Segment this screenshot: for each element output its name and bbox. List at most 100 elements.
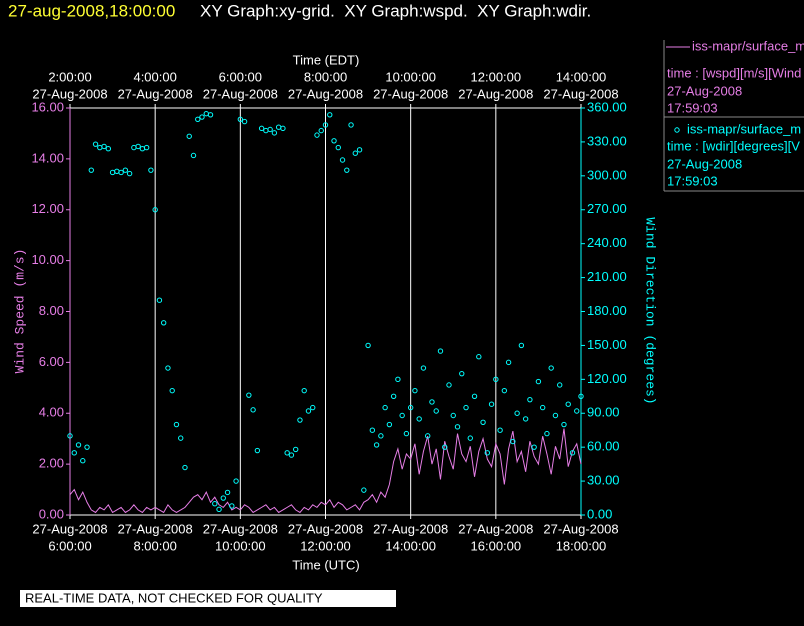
wind-direction-point — [348, 122, 354, 128]
wind-direction-point — [420, 365, 427, 371]
wind-direction-point — [361, 487, 367, 493]
wind-direction-point — [254, 447, 261, 454]
y2-tick-label: 300.00 — [587, 167, 627, 182]
y-tick-label: 8.00 — [39, 303, 64, 318]
y2-tick-label: 270.00 — [587, 201, 627, 216]
wind-direction-point — [241, 118, 248, 125]
y-tick-label: 14.00 — [31, 150, 64, 165]
wind-direction-point — [331, 138, 337, 144]
y2-tick-label: 90.00 — [587, 405, 620, 420]
wind-direction-point — [412, 387, 418, 394]
title-time: 27-aug-2008,18:00:00 — [8, 1, 175, 20]
x-axis-label: Time (UTC) — [292, 557, 359, 572]
wind-direction-point — [169, 387, 175, 394]
wind-direction-point — [182, 464, 188, 471]
y2-tick-label: 360.00 — [587, 99, 627, 114]
wind-direction-point — [322, 122, 329, 128]
wind-direction-point — [105, 146, 112, 152]
wind-direction-point — [501, 387, 508, 394]
wind-direction-point — [131, 144, 137, 151]
wind-direction-point — [88, 167, 94, 173]
wind-direction-point — [297, 417, 303, 423]
x2-axis-label: Time (EDT) — [293, 52, 360, 67]
y-tick-label: 0.00 — [39, 506, 64, 521]
wind-direction-point — [442, 444, 448, 450]
wind-direction-point — [352, 150, 359, 156]
y-tick-label: 10.00 — [31, 252, 64, 267]
y2-tick-label: 30.00 — [587, 473, 620, 488]
legend-time: 17:59:03 — [667, 100, 718, 115]
wind-direction-point — [233, 478, 239, 484]
wind-direction-point — [220, 495, 227, 501]
x2-tick-date: 27-Aug-2008 — [32, 86, 107, 101]
wind-speed-line — [69, 428, 582, 514]
wind-direction-point — [195, 116, 201, 123]
legend-detail: time : [wspd][m/s][Wind — [667, 65, 801, 80]
wind-direction-point — [101, 143, 107, 150]
wind-direction-point — [207, 112, 214, 118]
wind-direction-point — [463, 404, 469, 411]
wind-direction-point — [395, 376, 401, 383]
wind-direction-point — [505, 359, 512, 366]
wind-direction-point — [263, 127, 269, 134]
wind-direction-point — [246, 392, 252, 398]
note-box — [20, 590, 396, 607]
wind-direction-point — [75, 442, 82, 448]
legend-name: iss-mapr/surface_m — [692, 38, 804, 53]
y-tick-label: 16.00 — [31, 99, 64, 114]
wind-direction-point — [199, 114, 205, 120]
wind-direction-point — [574, 408, 580, 414]
y-tick-label: 6.00 — [39, 354, 64, 369]
x-tick-label: 6:00:00 — [48, 538, 91, 553]
wind-direction-point — [224, 489, 231, 496]
wind-direction-point — [305, 408, 312, 414]
wind-direction-point — [190, 152, 197, 159]
legend-date: 27-Aug-2008 — [667, 156, 742, 171]
wind-direction-point — [178, 435, 184, 441]
wind-direction-point — [514, 410, 520, 416]
x-tick-label: 8:00:00 — [133, 538, 176, 553]
wind-direction-point — [544, 430, 550, 437]
wind-direction-point — [339, 157, 346, 163]
wind-direction-point — [484, 450, 491, 456]
wind-direction-point — [535, 378, 542, 385]
wind-direction-point — [275, 124, 282, 130]
x-tick-label: 12:00:00 — [300, 538, 351, 553]
wind-direction-point — [118, 169, 124, 176]
wind-direction-point — [148, 167, 154, 173]
wind-direction-point — [539, 404, 546, 411]
wind-direction-point — [522, 416, 529, 422]
wind-direction-point — [186, 133, 192, 139]
wind-direction-point — [437, 348, 444, 354]
wind-direction-point — [258, 125, 265, 132]
y-axis-label: Wind Speed (m/s) — [12, 249, 27, 374]
x-tick-date: 27-Aug-2008 — [32, 521, 107, 536]
wind-direction-point — [403, 430, 410, 437]
wind-direction-point — [84, 444, 90, 450]
wind-direction-point — [518, 342, 525, 349]
wind-direction-point — [288, 452, 295, 458]
wind-direction-point — [416, 416, 422, 422]
legend-date: 27-Aug-2008 — [667, 83, 742, 98]
wind-direction-point — [109, 169, 116, 176]
x2-tick-date: 27-Aug-2008 — [118, 86, 193, 101]
wind-direction-point — [365, 342, 371, 349]
legend-detail: time : [wdir][degrees][V — [667, 138, 800, 153]
wind-direction-point — [356, 147, 363, 153]
wind-direction-point — [450, 412, 456, 419]
y2-tick-label: 120.00 — [587, 371, 627, 386]
wind-direction-point — [459, 370, 465, 377]
wind-direction-point — [454, 424, 461, 430]
wind-direction-point — [373, 442, 380, 448]
wind-direction-point — [212, 500, 218, 507]
wind-direction-point — [382, 404, 388, 411]
x2-tick-label: 10:00:00 — [385, 69, 436, 84]
x-tick-date: 27-Aug-2008 — [458, 521, 533, 536]
wind-direction-point — [271, 130, 278, 136]
wind-direction-point — [390, 393, 397, 399]
wind-direction-point — [71, 450, 77, 456]
wind-direction-point — [569, 450, 576, 456]
x-tick-date: 27-Aug-2008 — [543, 521, 618, 536]
wind-direction-point — [250, 407, 256, 413]
y2-tick-label: 210.00 — [587, 269, 627, 284]
